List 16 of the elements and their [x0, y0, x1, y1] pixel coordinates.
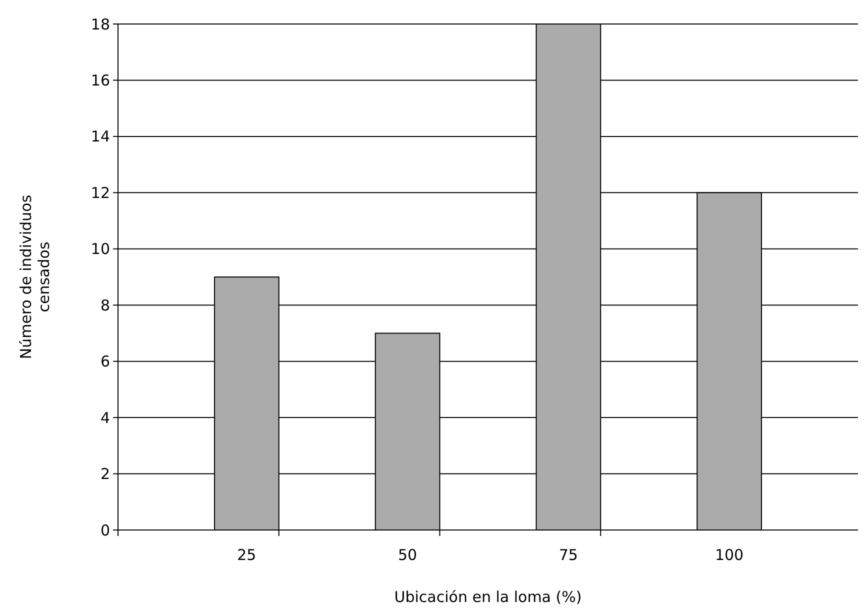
y-tick-label: 4 [100, 408, 110, 427]
y-tick-label: 8 [100, 296, 110, 314]
y-tick-label: 12 [90, 184, 110, 202]
y-tick-label: 0 [100, 521, 110, 540]
y-tick-label: 6 [100, 352, 110, 371]
y-tick-label: 2 [100, 465, 110, 484]
y-axis-title: Número de individuos censados [17, 194, 53, 360]
x-axis-title: Ubicación en la loma (%) [394, 588, 582, 606]
x-tick-label: 50 [398, 546, 418, 564]
x-tick-label: 100 [714, 546, 744, 564]
y-tick-label: 18 [90, 15, 110, 34]
x-tick-label: 75 [558, 546, 578, 564]
x-tick-label: 25 [237, 546, 256, 564]
y-tick-label: 14 [90, 128, 110, 146]
y-tick-label: 16 [90, 71, 110, 90]
y-tick-label: 10 [90, 240, 110, 258]
